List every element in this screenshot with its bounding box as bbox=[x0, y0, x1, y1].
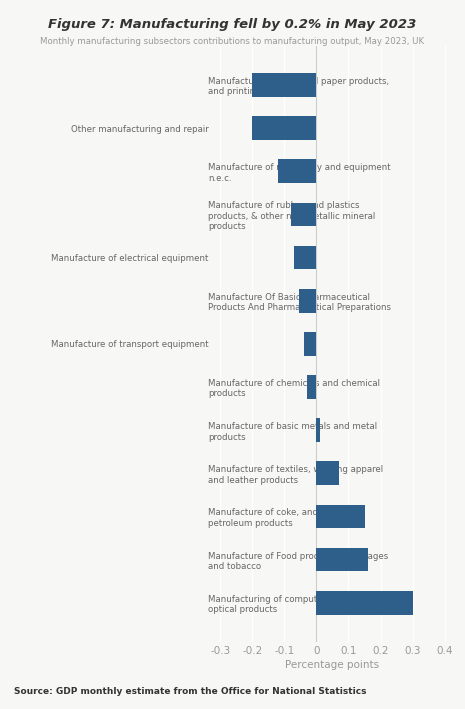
Bar bbox=[317, 462, 339, 485]
X-axis label: Percentage points: Percentage points bbox=[286, 660, 379, 670]
Bar bbox=[252, 116, 317, 140]
Bar bbox=[278, 160, 317, 183]
Bar bbox=[317, 591, 412, 615]
Bar bbox=[317, 548, 368, 571]
Text: Figure 7: Manufacturing fell by 0.2% in May 2023: Figure 7: Manufacturing fell by 0.2% in … bbox=[48, 18, 417, 30]
Bar bbox=[307, 375, 317, 399]
Bar bbox=[304, 332, 317, 356]
Bar bbox=[252, 73, 317, 97]
Bar bbox=[291, 203, 317, 226]
Bar bbox=[299, 289, 317, 313]
Text: Monthly manufacturing subsectors contributions to manufacturing output, May 2023: Monthly manufacturing subsectors contrib… bbox=[40, 37, 425, 46]
Bar bbox=[317, 505, 365, 528]
Text: Source: GDP monthly estimate from the Office for National Statistics: Source: GDP monthly estimate from the Of… bbox=[14, 687, 366, 696]
Bar bbox=[317, 418, 319, 442]
Bar bbox=[294, 246, 317, 269]
